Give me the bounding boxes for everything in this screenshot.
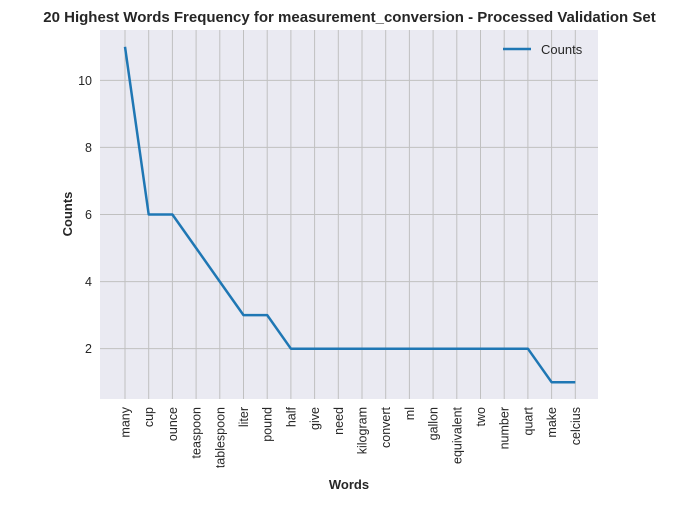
x-tick-label: ounce <box>166 407 180 441</box>
x-tick-label: gallon <box>427 407 441 440</box>
x-tick-label: many <box>119 406 133 437</box>
y-tick-label: 8 <box>85 141 92 155</box>
y-tick-label: 4 <box>85 275 92 289</box>
x-tick-label: liter <box>237 407 251 427</box>
x-tick-label: two <box>474 407 488 427</box>
y-tick-label: 10 <box>78 74 92 88</box>
x-tick-label: tablespoon <box>213 407 227 468</box>
x-tick-label: celcius <box>569 407 583 445</box>
x-tick-label: need <box>332 407 346 435</box>
x-tick-label: cup <box>142 407 156 427</box>
x-tick-label: half <box>284 406 298 427</box>
y-tick-label: 2 <box>85 342 92 356</box>
x-tick-label: teaspoon <box>190 407 204 458</box>
x-axis-label: Words <box>329 477 369 492</box>
chart-title: 20 Highest Words Frequency for measureme… <box>43 9 655 26</box>
x-tick-label: give <box>308 407 322 430</box>
x-tick-label: kilogram <box>356 407 370 454</box>
y-axis: 2 4 6 8 10 <box>78 74 92 356</box>
x-tick-label: number <box>498 407 512 449</box>
x-tick-label: quart <box>521 406 535 435</box>
x-tick-label: make <box>545 407 559 438</box>
x-tick-label: ml <box>403 407 417 420</box>
y-axis-label: Counts <box>60 192 75 237</box>
y-tick-label: 6 <box>85 208 92 222</box>
x-tick-label: pound <box>261 407 275 442</box>
x-tick-label: equivalent <box>450 406 464 464</box>
x-tick-label: convert <box>379 406 393 448</box>
legend-label-counts: Counts <box>541 42 583 57</box>
